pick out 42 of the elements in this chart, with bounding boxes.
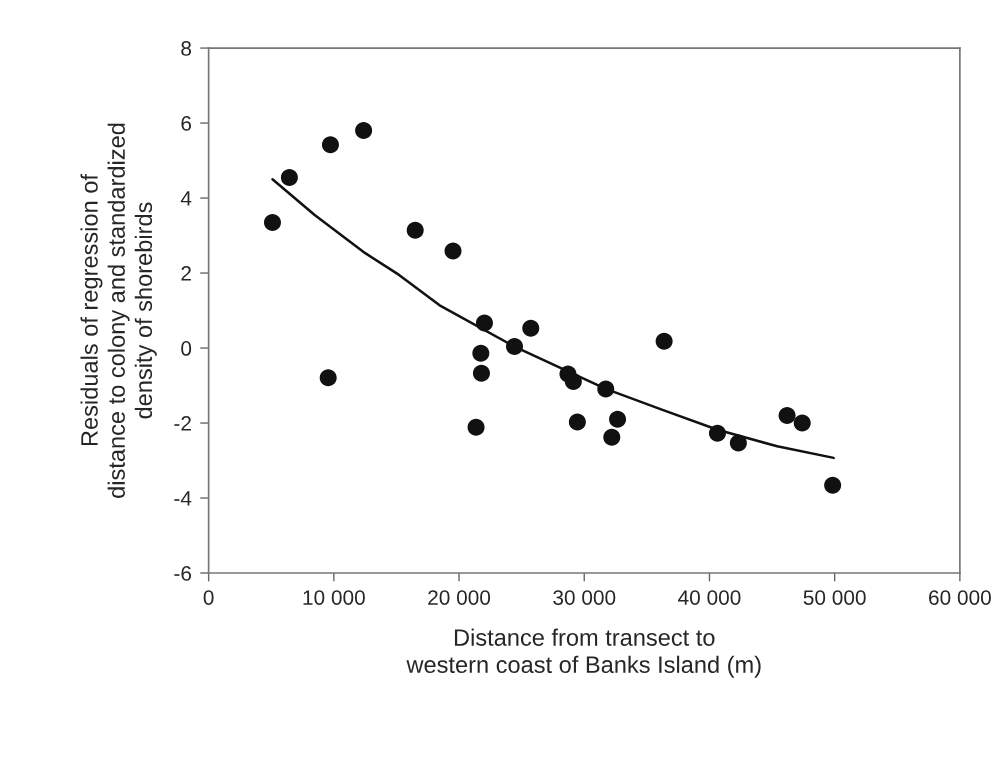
x-axis-title: Distance from transect to western coast of Banks Island (m) <box>406 628 761 678</box>
point <box>506 338 524 356</box>
point <box>263 213 281 231</box>
point <box>467 418 485 436</box>
point <box>568 413 586 431</box>
point <box>472 364 490 382</box>
y-axis-title: Residuals of regression of distance to colony and standardized density of shorebirds <box>80 123 157 498</box>
point <box>355 122 373 140</box>
point <box>522 319 540 337</box>
y-tick-label: 2 <box>181 266 191 281</box>
point <box>319 369 337 387</box>
point <box>597 380 615 398</box>
point <box>475 314 493 332</box>
y-tick-label: 6 <box>181 116 192 131</box>
point <box>444 242 462 260</box>
point <box>564 372 582 390</box>
point <box>321 136 339 154</box>
point <box>472 344 490 362</box>
y-tick-label: 0 <box>181 341 192 356</box>
y-tick-label: 8 <box>181 41 192 56</box>
y-tick-label: -6 <box>174 566 192 581</box>
point <box>778 407 796 425</box>
point <box>609 410 627 428</box>
y-tick-label: -4 <box>174 491 192 506</box>
y-tick-label: -2 <box>174 416 191 431</box>
point <box>406 221 424 239</box>
x-tick-label: 0 <box>203 590 214 605</box>
point <box>655 332 673 350</box>
point <box>280 168 298 186</box>
x-tick-label: 10 000 <box>303 590 365 605</box>
point <box>824 476 842 494</box>
line-series <box>271 178 835 460</box>
x-tick-label: 60 000 <box>929 590 991 605</box>
y-tick-label: 4 <box>180 191 192 206</box>
x-tick-label: 30 000 <box>553 590 616 605</box>
point <box>793 414 811 432</box>
x-tick-label: 40 000 <box>678 590 741 605</box>
point <box>708 424 726 442</box>
x-tick-label: 50 000 <box>803 590 866 605</box>
point <box>729 434 747 452</box>
point <box>603 428 621 446</box>
x-tick-label: 20 000 <box>428 590 491 605</box>
